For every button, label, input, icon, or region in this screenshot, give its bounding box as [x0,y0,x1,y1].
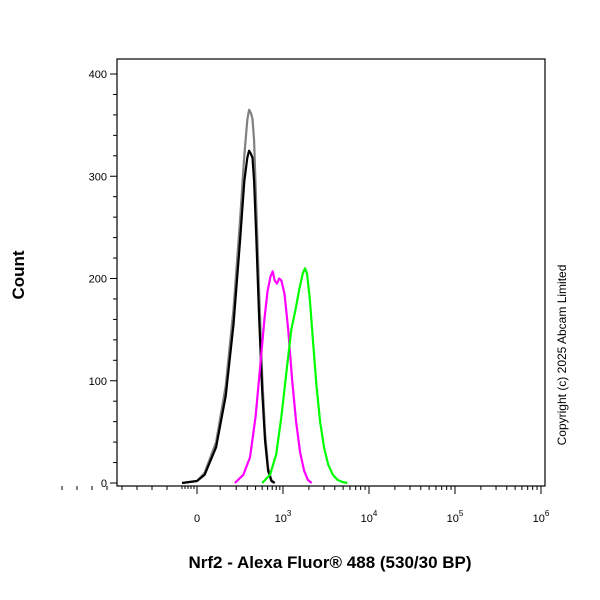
copyright-text: Copyright (c) 2025 Abcam Limited [555,264,569,446]
plot-frame [116,58,546,487]
x-tick-label: 106 [533,509,550,525]
y-axis-label-box: Count [4,235,34,315]
series-line-4 [261,267,348,485]
x-axis: 0 103 104 105 106 [61,486,550,525]
x-tick-label: 104 [361,509,378,525]
series-line-2 [181,149,276,485]
series-layer [181,108,348,485]
y-tick-label: 0 [101,478,107,490]
y-tick-label: 100 [89,376,107,388]
y-axis-label: Count [9,250,28,300]
copyright-box: Copyright (c) 2025 Abcam Limited [550,210,574,500]
x-tick-label: 0 [194,513,200,525]
x-axis-label: Nrf2 - Alexa Fluor® 488 (530/30 BP) [188,553,472,572]
series-line-1 [181,108,276,485]
x-tick-label: 105 [447,509,464,525]
x-tick-label: 103 [275,509,292,525]
y-tick-label: 400 [89,69,107,81]
y-axis: 0 100 200 300 400 [89,69,117,490]
series-line-3 [234,270,313,484]
y-tick-label: 300 [89,171,107,183]
y-tick-label: 200 [89,274,107,286]
